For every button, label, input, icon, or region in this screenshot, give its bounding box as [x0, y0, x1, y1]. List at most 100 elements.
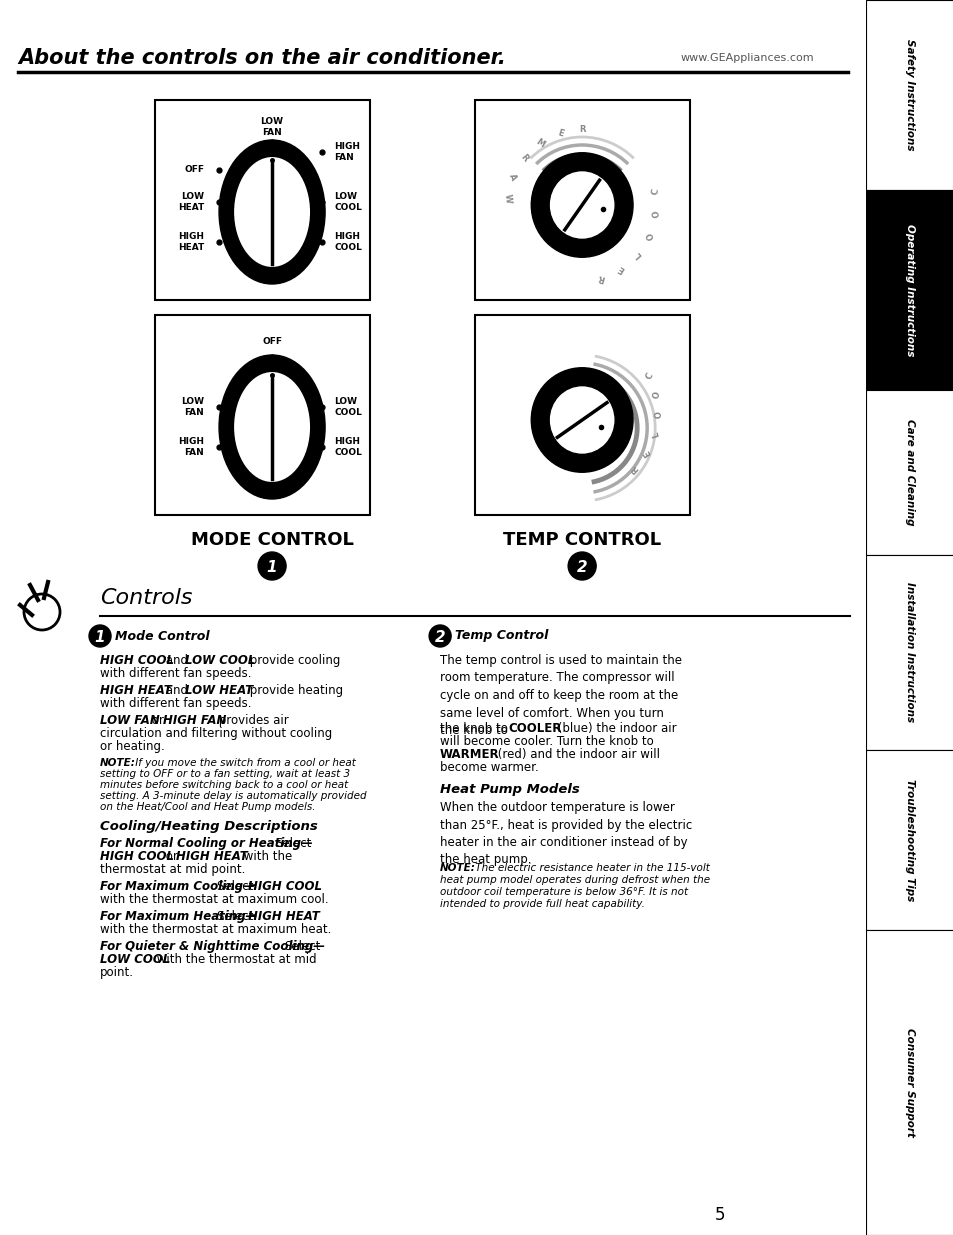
Text: If you move the switch from a cool or heat: If you move the switch from a cool or he…	[132, 758, 355, 768]
Circle shape	[89, 625, 111, 647]
Bar	[865, 750, 953, 930]
Text: or heating.: or heating.	[100, 740, 165, 753]
Text: with different fan speeds.: with different fan speeds.	[100, 667, 252, 680]
Text: HIGH
COOL: HIGH COOL	[334, 232, 361, 252]
Text: LOW COOL: LOW COOL	[100, 953, 171, 966]
Text: or: or	[148, 714, 168, 727]
Text: E: E	[617, 263, 626, 274]
Text: will become cooler. Turn the knob to: will become cooler. Turn the knob to	[439, 735, 653, 748]
Text: WARMER: WARMER	[439, 748, 499, 761]
Text: HIGH COOL: HIGH COOL	[248, 881, 322, 893]
Text: Heat Pump Models: Heat Pump Models	[439, 783, 579, 797]
Text: Temp Control: Temp Control	[455, 630, 548, 642]
Text: When the outdoor temperature is lower
than 25°F., heat is provided by the electr: When the outdoor temperature is lower th…	[439, 802, 692, 867]
Circle shape	[258, 552, 286, 580]
Text: O: O	[654, 411, 663, 419]
Text: (red) and the indoor air will: (red) and the indoor air will	[494, 748, 659, 761]
Text: become warmer.: become warmer.	[439, 761, 538, 774]
Text: For Maximum Cooling—: For Maximum Cooling—	[100, 881, 254, 893]
Text: HIGH
HEAT: HIGH HEAT	[177, 232, 204, 252]
Text: outdoor coil temperature is below 36°F. It is not: outdoor coil temperature is below 36°F. …	[439, 887, 687, 897]
Text: HIGH
FAN: HIGH FAN	[178, 437, 204, 457]
Text: point.: point.	[100, 966, 133, 979]
Text: with the thermostat at maximum heat.: with the thermostat at maximum heat.	[100, 923, 331, 936]
Text: heat pump model operates during defrost when the: heat pump model operates during defrost …	[439, 876, 709, 885]
Text: The temp control is used to maintain the
room temperature. The compressor will
c: The temp control is used to maintain the…	[439, 655, 681, 737]
Text: Mode Control: Mode Control	[115, 630, 210, 642]
Text: Select: Select	[217, 910, 257, 923]
Text: LOW
FAN: LOW FAN	[181, 398, 204, 416]
Text: Controls: Controls	[100, 588, 193, 608]
Text: O: O	[644, 231, 656, 241]
Text: C: C	[650, 188, 660, 196]
Text: setting. A 3-minute delay is automatically provided: setting. A 3-minute delay is automatical…	[100, 790, 366, 802]
Text: HIGH FAN: HIGH FAN	[163, 714, 226, 727]
Text: www.GEAppliances.com: www.GEAppliances.com	[679, 53, 813, 63]
Text: OFF: OFF	[184, 165, 204, 174]
Text: R: R	[629, 463, 639, 474]
Ellipse shape	[549, 385, 615, 454]
Text: HIGH HEAT: HIGH HEAT	[248, 910, 319, 923]
Ellipse shape	[531, 153, 633, 257]
Text: or: or	[162, 850, 181, 863]
Text: Select: Select	[274, 837, 311, 850]
Text: on the Heat/Cool and Heat Pump models.: on the Heat/Cool and Heat Pump models.	[100, 802, 315, 811]
Bar	[865, 555, 953, 750]
Text: W: W	[502, 194, 512, 204]
Text: and: and	[162, 655, 192, 667]
Text: LOW
COOL: LOW COOL	[334, 193, 361, 211]
Text: E: E	[556, 128, 563, 138]
Text: NOTE:: NOTE:	[100, 758, 135, 768]
Text: Consumer Support: Consumer Support	[904, 1028, 914, 1137]
Text: provide cooling: provide cooling	[246, 655, 340, 667]
Text: TEMP CONTROL: TEMP CONTROL	[502, 531, 660, 550]
Circle shape	[568, 552, 596, 580]
Bar	[865, 190, 953, 390]
Bar	[475, 100, 689, 300]
Text: For Quieter & Nighttime Cooling—: For Quieter & Nighttime Cooling—	[100, 940, 325, 953]
Text: 5: 5	[714, 1207, 724, 1224]
Text: Select: Select	[217, 881, 257, 893]
Text: HIGH COOL: HIGH COOL	[100, 655, 173, 667]
Text: Cooling/Heating Descriptions: Cooling/Heating Descriptions	[100, 820, 317, 832]
Text: HIGH
FAN: HIGH FAN	[334, 142, 359, 162]
Bar	[865, 0, 953, 190]
Text: with the thermostat at mid: with the thermostat at mid	[152, 953, 316, 966]
Text: Installation Instructions: Installation Instructions	[904, 583, 914, 722]
Text: L: L	[633, 249, 643, 259]
Text: R: R	[578, 126, 585, 135]
Bar	[155, 100, 370, 300]
Text: O: O	[651, 210, 660, 219]
Text: 2: 2	[577, 559, 587, 574]
Text: For Normal Cooling or Heating—: For Normal Cooling or Heating—	[100, 837, 313, 850]
Text: HIGH HEAT: HIGH HEAT	[100, 684, 172, 697]
Text: E: E	[641, 448, 652, 458]
Ellipse shape	[219, 140, 325, 284]
Text: LOW COOL: LOW COOL	[185, 655, 255, 667]
Text: OFF: OFF	[262, 337, 282, 347]
Text: with the thermostat at maximum cool.: with the thermostat at maximum cool.	[100, 893, 328, 906]
Text: setting to OFF or to a fan setting, wait at least 3: setting to OFF or to a fan setting, wait…	[100, 769, 350, 779]
Text: HIGH HEAT: HIGH HEAT	[176, 850, 248, 863]
Text: Care and Cleaning: Care and Cleaning	[904, 419, 914, 526]
Text: minutes before switching back to a cool or heat: minutes before switching back to a cool …	[100, 781, 348, 790]
Circle shape	[429, 625, 451, 647]
Text: NOTE:: NOTE:	[439, 863, 476, 873]
Text: Safety Instructions: Safety Instructions	[904, 40, 914, 151]
Ellipse shape	[549, 170, 615, 240]
Bar	[865, 390, 953, 555]
Text: with the: with the	[240, 850, 292, 863]
Text: with different fan speeds.: with different fan speeds.	[100, 697, 252, 710]
Text: thermostat at mid point.: thermostat at mid point.	[100, 863, 245, 876]
Text: The electric resistance heater in the 115-volt: The electric resistance heater in the 11…	[472, 863, 709, 873]
Text: HIGH COOL: HIGH COOL	[100, 850, 173, 863]
Text: A: A	[507, 172, 517, 182]
Text: 2: 2	[435, 630, 445, 645]
Text: C: C	[644, 370, 655, 380]
Text: R: R	[517, 152, 529, 163]
Text: and: and	[162, 684, 192, 697]
Text: Troubleshooting Tips: Troubleshooting Tips	[904, 779, 914, 902]
Text: LOW HEAT: LOW HEAT	[185, 684, 253, 697]
Text: MODE CONTROL: MODE CONTROL	[191, 531, 354, 550]
Text: provides air: provides air	[214, 714, 289, 727]
